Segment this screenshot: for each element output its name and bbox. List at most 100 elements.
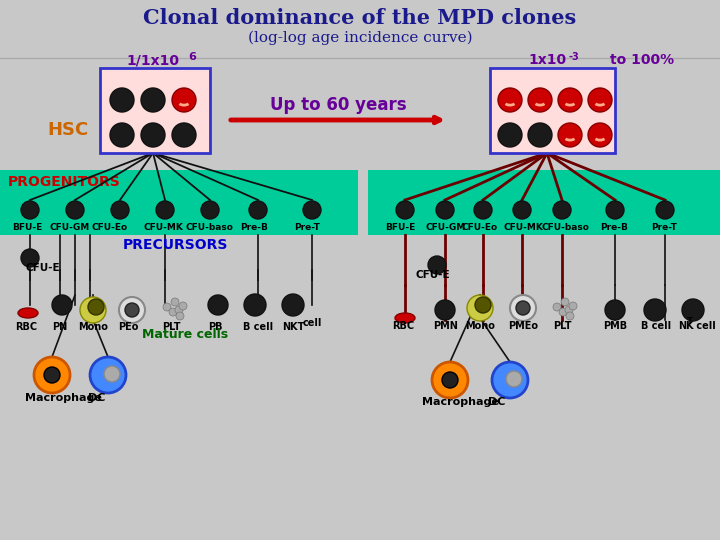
Text: DC: DC	[488, 397, 505, 407]
Circle shape	[249, 201, 267, 219]
Circle shape	[528, 88, 552, 112]
Circle shape	[558, 123, 582, 147]
Circle shape	[558, 88, 582, 112]
Circle shape	[172, 88, 196, 112]
Circle shape	[553, 303, 561, 311]
Circle shape	[432, 362, 468, 398]
Text: cell: cell	[693, 321, 716, 331]
Circle shape	[566, 312, 574, 320]
Circle shape	[528, 123, 552, 147]
Circle shape	[303, 201, 321, 219]
Circle shape	[119, 297, 145, 323]
Text: PROGENITORS: PROGENITORS	[8, 175, 121, 189]
Circle shape	[34, 357, 70, 393]
Text: RBC: RBC	[15, 322, 37, 332]
Text: RBC: RBC	[392, 321, 414, 331]
Circle shape	[553, 201, 571, 219]
Circle shape	[606, 201, 624, 219]
Circle shape	[467, 295, 493, 321]
Circle shape	[682, 299, 704, 321]
Circle shape	[498, 123, 522, 147]
Circle shape	[474, 201, 492, 219]
Circle shape	[435, 300, 455, 320]
Text: NKT: NKT	[282, 322, 305, 332]
Text: 1/1x10: 1/1x10	[127, 53, 179, 67]
Circle shape	[88, 299, 104, 315]
Text: DC: DC	[89, 393, 106, 403]
Text: Mature cells: Mature cells	[142, 328, 228, 341]
Circle shape	[436, 201, 454, 219]
Circle shape	[605, 300, 625, 320]
Circle shape	[244, 294, 266, 316]
Circle shape	[110, 123, 134, 147]
Circle shape	[104, 366, 120, 382]
Text: PMEo: PMEo	[508, 321, 538, 331]
Text: Up to 60 years: Up to 60 years	[270, 96, 406, 114]
Circle shape	[90, 357, 126, 393]
Circle shape	[588, 88, 612, 112]
Circle shape	[110, 88, 134, 112]
FancyBboxPatch shape	[0, 170, 358, 235]
Circle shape	[175, 306, 183, 314]
Text: Mono: Mono	[78, 322, 108, 332]
Text: PLT: PLT	[553, 321, 572, 331]
Circle shape	[559, 308, 567, 316]
Text: to 100%: to 100%	[610, 53, 674, 67]
Circle shape	[163, 303, 171, 311]
Circle shape	[492, 362, 528, 398]
Text: 1x10: 1x10	[528, 53, 566, 67]
Circle shape	[565, 306, 573, 314]
Text: Pre-T: Pre-T	[651, 224, 677, 233]
Text: CFU-E: CFU-E	[415, 270, 449, 280]
Text: Mono: Mono	[465, 321, 495, 331]
Circle shape	[172, 123, 196, 147]
Text: CFU-GM: CFU-GM	[425, 224, 465, 233]
Text: Macrophage: Macrophage	[422, 397, 499, 407]
Text: 6: 6	[188, 52, 196, 62]
Text: CFU-E: CFU-E	[25, 263, 60, 273]
Circle shape	[510, 295, 536, 321]
FancyBboxPatch shape	[100, 68, 210, 153]
Text: PMN: PMN	[433, 321, 458, 331]
Text: CFU-MK: CFU-MK	[503, 224, 543, 233]
Circle shape	[201, 201, 219, 219]
Text: cell: cell	[303, 318, 323, 328]
Text: Clonal dominance of the MPD clones: Clonal dominance of the MPD clones	[143, 8, 577, 28]
Text: NK: NK	[678, 321, 693, 331]
Text: PB: PB	[208, 322, 222, 332]
Ellipse shape	[18, 308, 38, 318]
Circle shape	[396, 201, 414, 219]
Circle shape	[141, 123, 165, 147]
Text: T: T	[687, 318, 693, 327]
Circle shape	[21, 249, 39, 267]
Text: B cell: B cell	[641, 321, 671, 331]
Circle shape	[208, 295, 228, 315]
Circle shape	[52, 295, 72, 315]
Circle shape	[169, 308, 177, 316]
Circle shape	[44, 367, 60, 383]
Circle shape	[428, 256, 446, 274]
FancyBboxPatch shape	[490, 68, 615, 153]
Text: PRECURSORS: PRECURSORS	[122, 238, 228, 252]
Circle shape	[21, 201, 39, 219]
Text: CFU-baso: CFU-baso	[186, 224, 234, 233]
Circle shape	[111, 201, 129, 219]
Text: CFU-Eo: CFU-Eo	[462, 224, 498, 233]
Text: CFU-GM: CFU-GM	[50, 224, 90, 233]
Circle shape	[282, 294, 304, 316]
Text: CFU-Eo: CFU-Eo	[91, 224, 127, 233]
Circle shape	[179, 302, 187, 310]
Circle shape	[561, 298, 569, 306]
Text: -3: -3	[569, 52, 580, 62]
Text: Pre-B: Pre-B	[240, 224, 268, 233]
Text: (log-log age incidence curve): (log-log age incidence curve)	[248, 31, 472, 45]
Circle shape	[141, 88, 165, 112]
Circle shape	[569, 302, 577, 310]
Circle shape	[125, 303, 139, 317]
Text: Pre-T: Pre-T	[294, 224, 320, 233]
Circle shape	[656, 201, 674, 219]
Ellipse shape	[395, 313, 415, 323]
Circle shape	[513, 201, 531, 219]
Text: PN: PN	[52, 322, 67, 332]
Text: Macrophage: Macrophage	[25, 393, 102, 403]
